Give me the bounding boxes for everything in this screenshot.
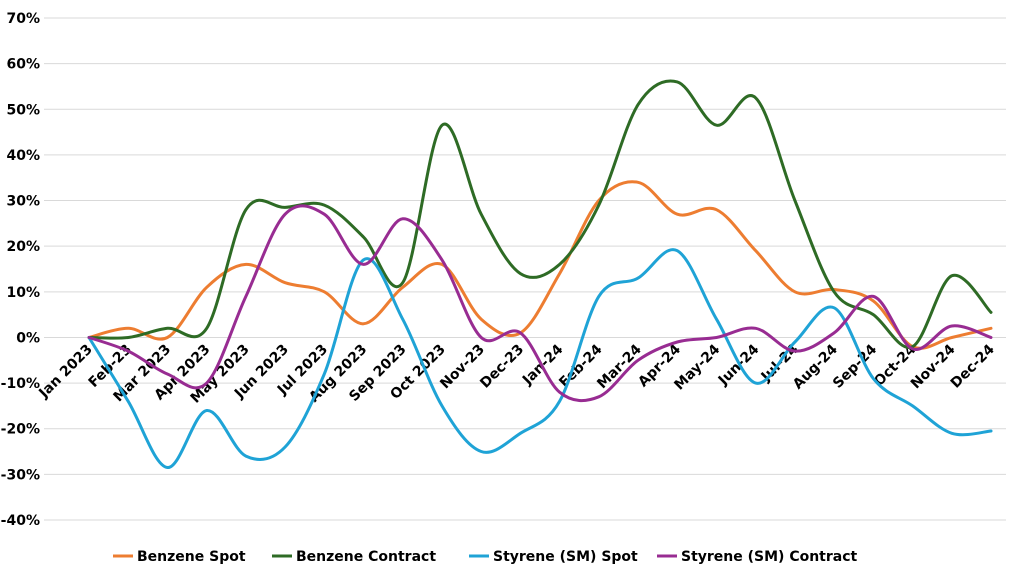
x-tick-label: Sep-24	[830, 341, 880, 391]
x-tick-label: Dec-24	[948, 341, 998, 391]
legend: Benzene Spot Benzene Contract Styrene (SM)…	[113, 549, 858, 565]
legend-label: Styrene (SM) Contract	[681, 549, 858, 565]
y-tick-label: 30%	[6, 194, 40, 210]
series-line-styrene-sm-contract	[87, 204, 993, 402]
legend-item-benzene-contract: Benzene Contract	[272, 549, 436, 565]
legend-label: Benzene Spot	[137, 549, 246, 565]
legend-item-styrene-sm-contract: Styrene (SM) Contract	[657, 549, 858, 565]
x-tick-label: Dec-23	[477, 342, 527, 392]
y-tick-label: 50%	[6, 102, 40, 118]
series-line-styrene-sm-spot	[87, 248, 993, 469]
legend-item-benzene-spot: Benzene Spot	[113, 549, 246, 565]
legend-label: Benzene Contract	[296, 549, 436, 565]
y-tick-label: 10%	[6, 285, 40, 301]
legend-item-styrene-sm-spot: Styrene (SM) Spot	[469, 549, 638, 565]
y-axis-tick-labels: -40% -30% -20% -10% 0% 10% 20% 30% 40% 50% 60% 70%	[1, 11, 40, 529]
y-tick-label: 0%	[16, 330, 40, 346]
x-tick-label: Jan 2023	[35, 342, 95, 402]
series-line-benzene-spot	[87, 180, 993, 350]
legend-label: Styrene (SM) Spot	[493, 549, 638, 565]
y-tick-label: -10%	[1, 376, 40, 392]
gridlines	[44, 17, 1006, 521]
y-tick-label: -30%	[1, 467, 40, 483]
x-tick-label: Mar-24	[594, 341, 645, 392]
y-tick-label: -20%	[1, 422, 40, 438]
y-tick-label: 20%	[6, 239, 40, 255]
series-line-benzene-contract	[87, 79, 993, 349]
series-lines	[87, 79, 993, 469]
y-tick-label: 40%	[6, 148, 40, 164]
y-tick-label: 60%	[6, 57, 40, 73]
y-tick-label: -40%	[1, 513, 40, 529]
y-tick-label: 70%	[6, 11, 40, 27]
